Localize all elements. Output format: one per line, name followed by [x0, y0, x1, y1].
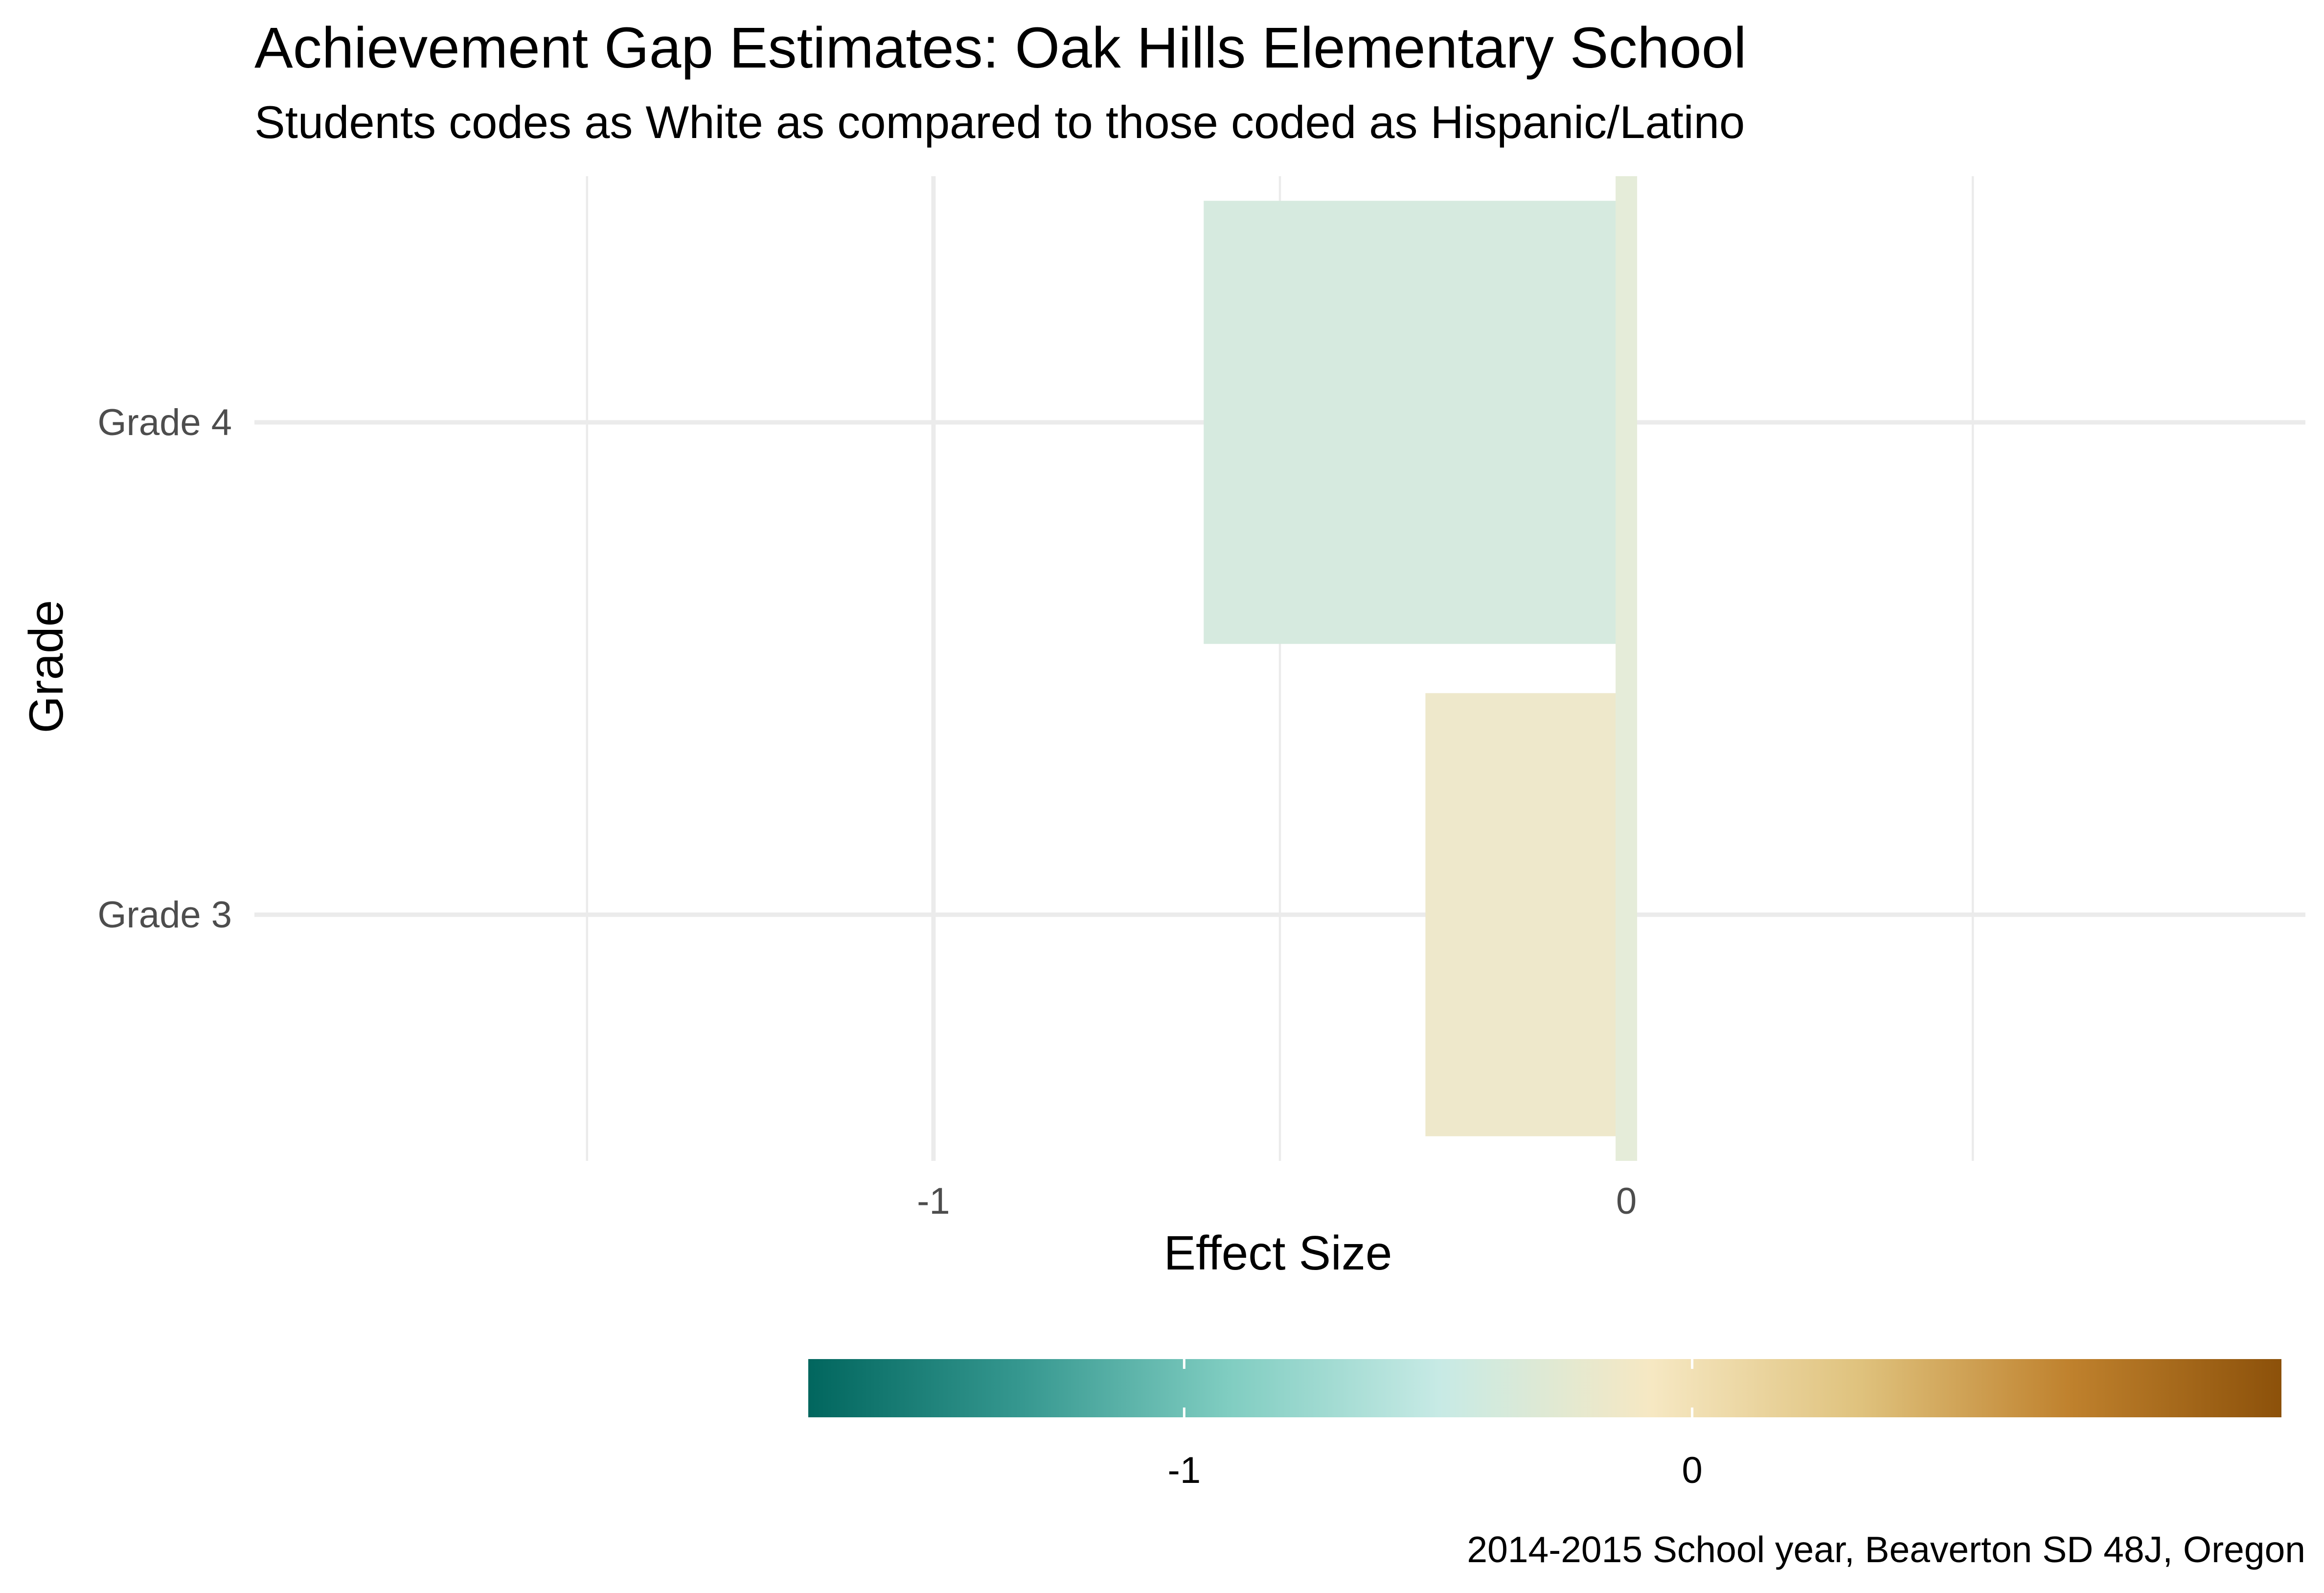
zero-reference-line: [1616, 176, 1638, 1161]
chart-title: Achievement Gap Estimates: Oak Hills Ele…: [254, 16, 1747, 80]
colorbar-tick-label: -1: [1168, 1450, 1201, 1491]
y-tick-label: Grade 3: [97, 894, 232, 936]
x-axis-title: Effect Size: [1164, 1226, 1392, 1280]
bar: [1425, 693, 1627, 1136]
y-tick-label: Grade 4: [97, 402, 232, 443]
x-axis-ticks: -1 0: [917, 1180, 1637, 1222]
legend-colorbar: -1 0: [808, 1359, 2281, 1491]
x-tick-label: -1: [917, 1180, 950, 1222]
bars: [1204, 176, 1638, 1161]
colorbar: [808, 1359, 2281, 1417]
chart-caption: 2014-2015 School year, Beaverton SD 48J,…: [1467, 1529, 2305, 1570]
x-tick-label: 0: [1616, 1180, 1637, 1222]
chart-subtitle: Students codes as White as compared to t…: [254, 96, 1745, 148]
bar: [1204, 201, 1627, 644]
y-axis-ticks: Grade 3 Grade 4: [97, 402, 232, 936]
y-axis-title: Grade: [19, 600, 73, 733]
colorbar-tick-label: 0: [1682, 1450, 1702, 1491]
